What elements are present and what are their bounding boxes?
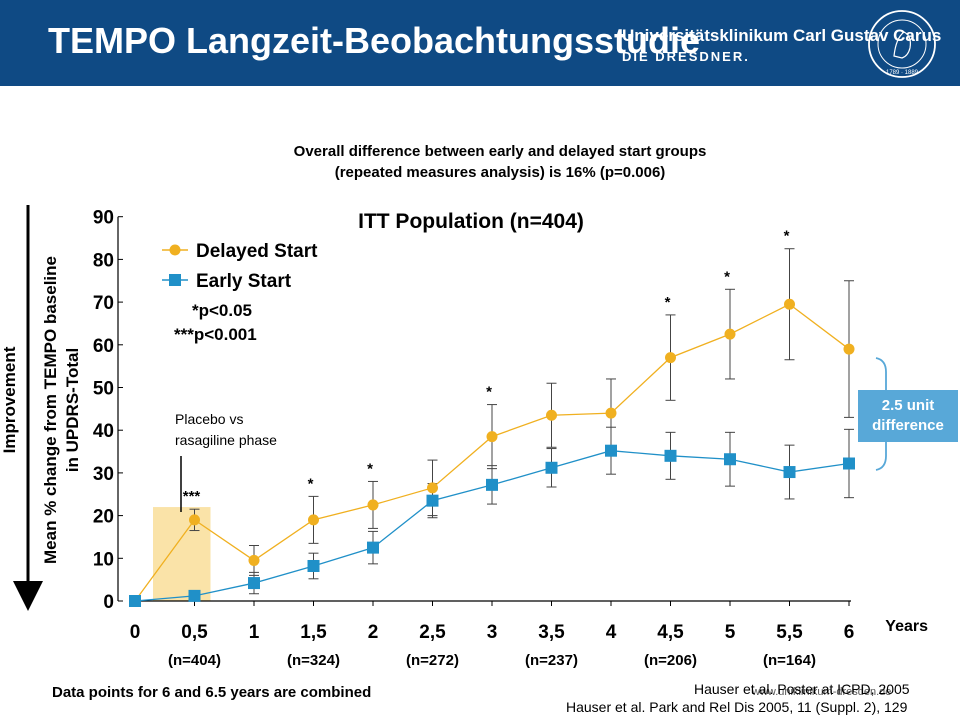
subtitle-line-1: Overall difference between early and del… — [293, 143, 707, 160]
legend-marker — [169, 274, 181, 286]
x-tick-label: 0,5 — [181, 622, 208, 643]
y-axis-label-line-1: Mean % change from TEMPO baseline — [41, 256, 60, 564]
delayed-start-point — [427, 482, 438, 494]
significance-marker: * — [665, 294, 671, 311]
x-axis-label: Years — [885, 618, 928, 635]
header-bar: Universitätsklinikum Carl Gustav Carus D… — [0, 0, 960, 86]
x-tick-label: 6 — [844, 622, 855, 643]
difference-line-2: difference — [872, 417, 944, 434]
x-tick-label: 4 — [606, 622, 617, 643]
delayed-start-point — [784, 298, 795, 310]
y-tick-label: 20 — [93, 507, 114, 528]
legend-label: Delayed Start — [196, 241, 318, 262]
reference-1: Hauser et al. Poster at ICPD, 2005 — [694, 681, 910, 697]
significance-marker: * — [784, 228, 790, 245]
difference-box: 2.5 unit difference — [858, 390, 958, 442]
delayed-start-point — [605, 407, 617, 419]
x-tick-label: 5,5 — [776, 622, 803, 643]
y-tick-label: 30 — [93, 464, 114, 485]
legend-marker — [169, 244, 181, 256]
y-tick-label: 40 — [93, 421, 114, 442]
chart-title: ITT Population (n=404) — [358, 210, 584, 233]
early-start-point — [426, 494, 439, 507]
significance-marker: * — [724, 268, 730, 285]
n-label: (n=404) — [168, 652, 221, 669]
x-tick-label: 5 — [725, 622, 736, 643]
improvement-label-group: Improvement — [0, 346, 19, 453]
institution-subtitle: DIE DRESDNER. — [622, 49, 750, 64]
x-tick-label: 1,5 — [300, 622, 327, 643]
footnote: Data points for 6 and 6.5 years are comb… — [52, 684, 372, 701]
x-tick-label: 0 — [130, 622, 141, 643]
legend-note: *p<0.05 — [192, 301, 252, 320]
x-tick-label: 3,5 — [538, 622, 565, 643]
delayed-start-point — [546, 409, 557, 421]
x-tick-label: 2,5 — [419, 622, 446, 643]
delayed-start-point — [665, 352, 676, 364]
x-tick-label: 1 — [249, 622, 260, 643]
delayed-start-point — [248, 554, 260, 566]
chart-subtitle: Overall difference between early and del… — [150, 141, 850, 183]
legend-label: Early Start — [196, 271, 292, 292]
n-label: (n=272) — [406, 652, 459, 669]
x-tick-label: 3 — [487, 622, 498, 643]
x-tick-label: 4,5 — [657, 622, 684, 643]
significance-marker: *** — [183, 488, 201, 505]
y-axis-label-line-2: in UPDRS-Total — [63, 348, 82, 472]
delayed-start-point — [189, 514, 200, 526]
y-tick-label: 10 — [93, 549, 114, 570]
phase-highlight — [153, 507, 211, 601]
delayed-start-point — [843, 343, 855, 355]
website-url: www.uniklinikum-dresden.de — [752, 686, 892, 698]
delayed-start-point — [486, 431, 498, 443]
significance-marker: * — [308, 475, 314, 492]
x-tick-label: 2 — [368, 622, 379, 643]
y-tick-label: 90 — [93, 208, 114, 229]
early-start-point — [307, 559, 320, 572]
university-seal-icon: 1789 · 1889 — [868, 10, 936, 78]
early-start-point — [188, 589, 201, 602]
n-label: (n=206) — [644, 652, 697, 669]
legend-note: ***p<0.001 — [174, 325, 257, 344]
institution-name: Universitätsklinikum Carl Gustav Carus — [622, 26, 942, 45]
delayed-start-point — [367, 499, 379, 511]
n-label: (n=164) — [763, 652, 816, 669]
delayed-start-point — [308, 514, 319, 526]
delayed-start-point — [724, 328, 736, 340]
difference-line-1: 2.5 unit — [881, 397, 935, 414]
significance-marker: * — [367, 460, 373, 477]
early-start-point — [545, 461, 558, 474]
y-tick-label: 0 — [103, 592, 114, 613]
early-start-point — [783, 466, 796, 479]
subtitle-line-2: (repeated measures analysis) is 16% (p=0… — [334, 164, 666, 181]
y-tick-label: 70 — [93, 293, 114, 314]
early-start-point — [129, 595, 141, 607]
significance-marker: * — [486, 384, 492, 401]
early-start-point — [605, 444, 617, 457]
y-tick-label: 80 — [93, 250, 114, 271]
early-start-point — [664, 449, 677, 462]
early-start-point — [367, 541, 379, 554]
early-start-point — [843, 457, 855, 470]
improvement-label: Improvement — [0, 346, 19, 453]
y-axis-label: Mean % change from TEMPO baseline in UPDR… — [41, 256, 82, 564]
y-tick-label: 60 — [93, 336, 114, 357]
slide-title: TEMPO Langzeit-Beobachtungsstudie — [48, 20, 701, 61]
seal-years: 1789 · 1889 — [886, 70, 919, 76]
reference-2: Hauser et al. Park and Rel Dis 2005, 11 … — [566, 699, 908, 715]
y-tick-label: 50 — [93, 379, 114, 400]
early-start-point — [486, 478, 498, 491]
n-label: (n=237) — [525, 652, 578, 669]
phase-label: Placebo vs — [175, 411, 243, 427]
n-label: (n=324) — [287, 652, 340, 669]
early-start-point — [248, 577, 260, 590]
phase-label: rasagiline phase — [175, 432, 277, 448]
early-start-point — [724, 453, 736, 466]
